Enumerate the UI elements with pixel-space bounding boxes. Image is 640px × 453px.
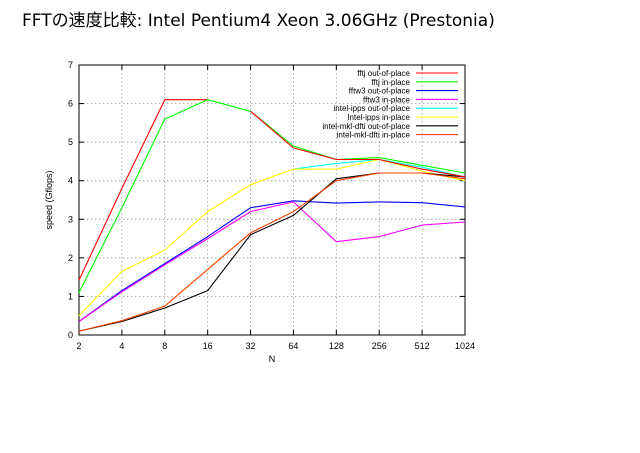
y-tick-label: 7 [68, 60, 73, 70]
x-tick-label: 32 [246, 341, 256, 351]
data-series [78, 99, 466, 332]
x-tick-label: 512 [415, 341, 430, 351]
y-tick-label: 0 [68, 330, 73, 340]
y-tick-label: 2 [68, 253, 73, 263]
x-tick-label: 64 [288, 341, 298, 351]
x-axis-label: N [269, 354, 276, 364]
series-line [78, 99, 466, 293]
y-tick-label: 4 [68, 176, 73, 186]
page-title: FFTの速度比較: Intel Pentium4 Xeon 3.06GHz (P… [22, 11, 495, 31]
series-line [78, 158, 466, 317]
y-axis-ticks: 0 1 2 3 4 5 6 7 [68, 60, 465, 340]
legend-label: fftw3 in-place [363, 95, 411, 104]
x-tick-label: 4 [119, 341, 124, 351]
series-line [78, 172, 466, 332]
series-line [78, 172, 466, 332]
y-tick-label: 6 [68, 99, 73, 109]
legend-label: intel-mkl-dfti in-place [337, 131, 411, 140]
plot-frame [78, 64, 466, 336]
legend-label: Intel-ipps in-place [347, 113, 410, 122]
y-tick-label: 5 [68, 137, 73, 147]
legend-label: fftj out-of-place [357, 69, 410, 78]
legend-label: intel-mkl-dfti out-of-place [322, 122, 410, 131]
x-axis-ticks: 2 4 8 16 32 64 128 256 512 1024 [76, 65, 475, 351]
x-tick-label: 128 [329, 341, 344, 351]
legend-label: fftw3 out-of-place [349, 87, 411, 96]
y-tick-label: 1 [68, 291, 73, 301]
series-line [78, 201, 466, 322]
x-tick-label: 2 [76, 341, 81, 351]
series-line [78, 200, 466, 322]
series-line [250, 110, 466, 178]
x-tick-label: 16 [203, 341, 213, 351]
x-tick-label: 1024 [455, 341, 475, 351]
y-axis-label: speed (Gflops) [44, 170, 54, 229]
y-tick-label: 3 [68, 214, 73, 224]
x-tick-label: 256 [372, 341, 387, 351]
grid-lines [79, 65, 465, 335]
legend-label: fftj in-place [371, 78, 410, 87]
series-line [78, 99, 208, 281]
legend-label: intel-ipps out-of-place [334, 104, 411, 113]
x-tick-label: 8 [162, 341, 167, 351]
